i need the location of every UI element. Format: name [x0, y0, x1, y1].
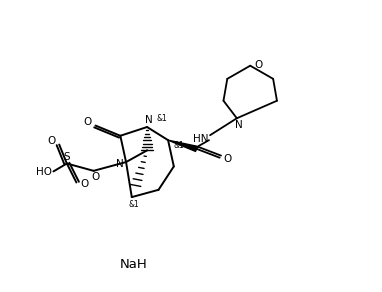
Text: O: O	[223, 154, 231, 164]
Text: NaH: NaH	[120, 258, 147, 271]
Text: HN: HN	[193, 134, 208, 144]
Text: N: N	[145, 115, 153, 125]
Text: O: O	[254, 60, 263, 69]
Text: &1: &1	[173, 141, 184, 150]
Text: O: O	[81, 179, 89, 189]
Text: HO: HO	[36, 167, 52, 177]
Text: N: N	[117, 159, 124, 168]
Text: O: O	[84, 117, 92, 127]
Text: &1: &1	[128, 200, 139, 209]
Text: O: O	[47, 136, 56, 146]
Text: S: S	[63, 152, 70, 162]
Text: N: N	[235, 120, 243, 130]
Polygon shape	[168, 140, 198, 151]
Text: &1: &1	[157, 114, 167, 123]
Text: O: O	[91, 172, 100, 182]
